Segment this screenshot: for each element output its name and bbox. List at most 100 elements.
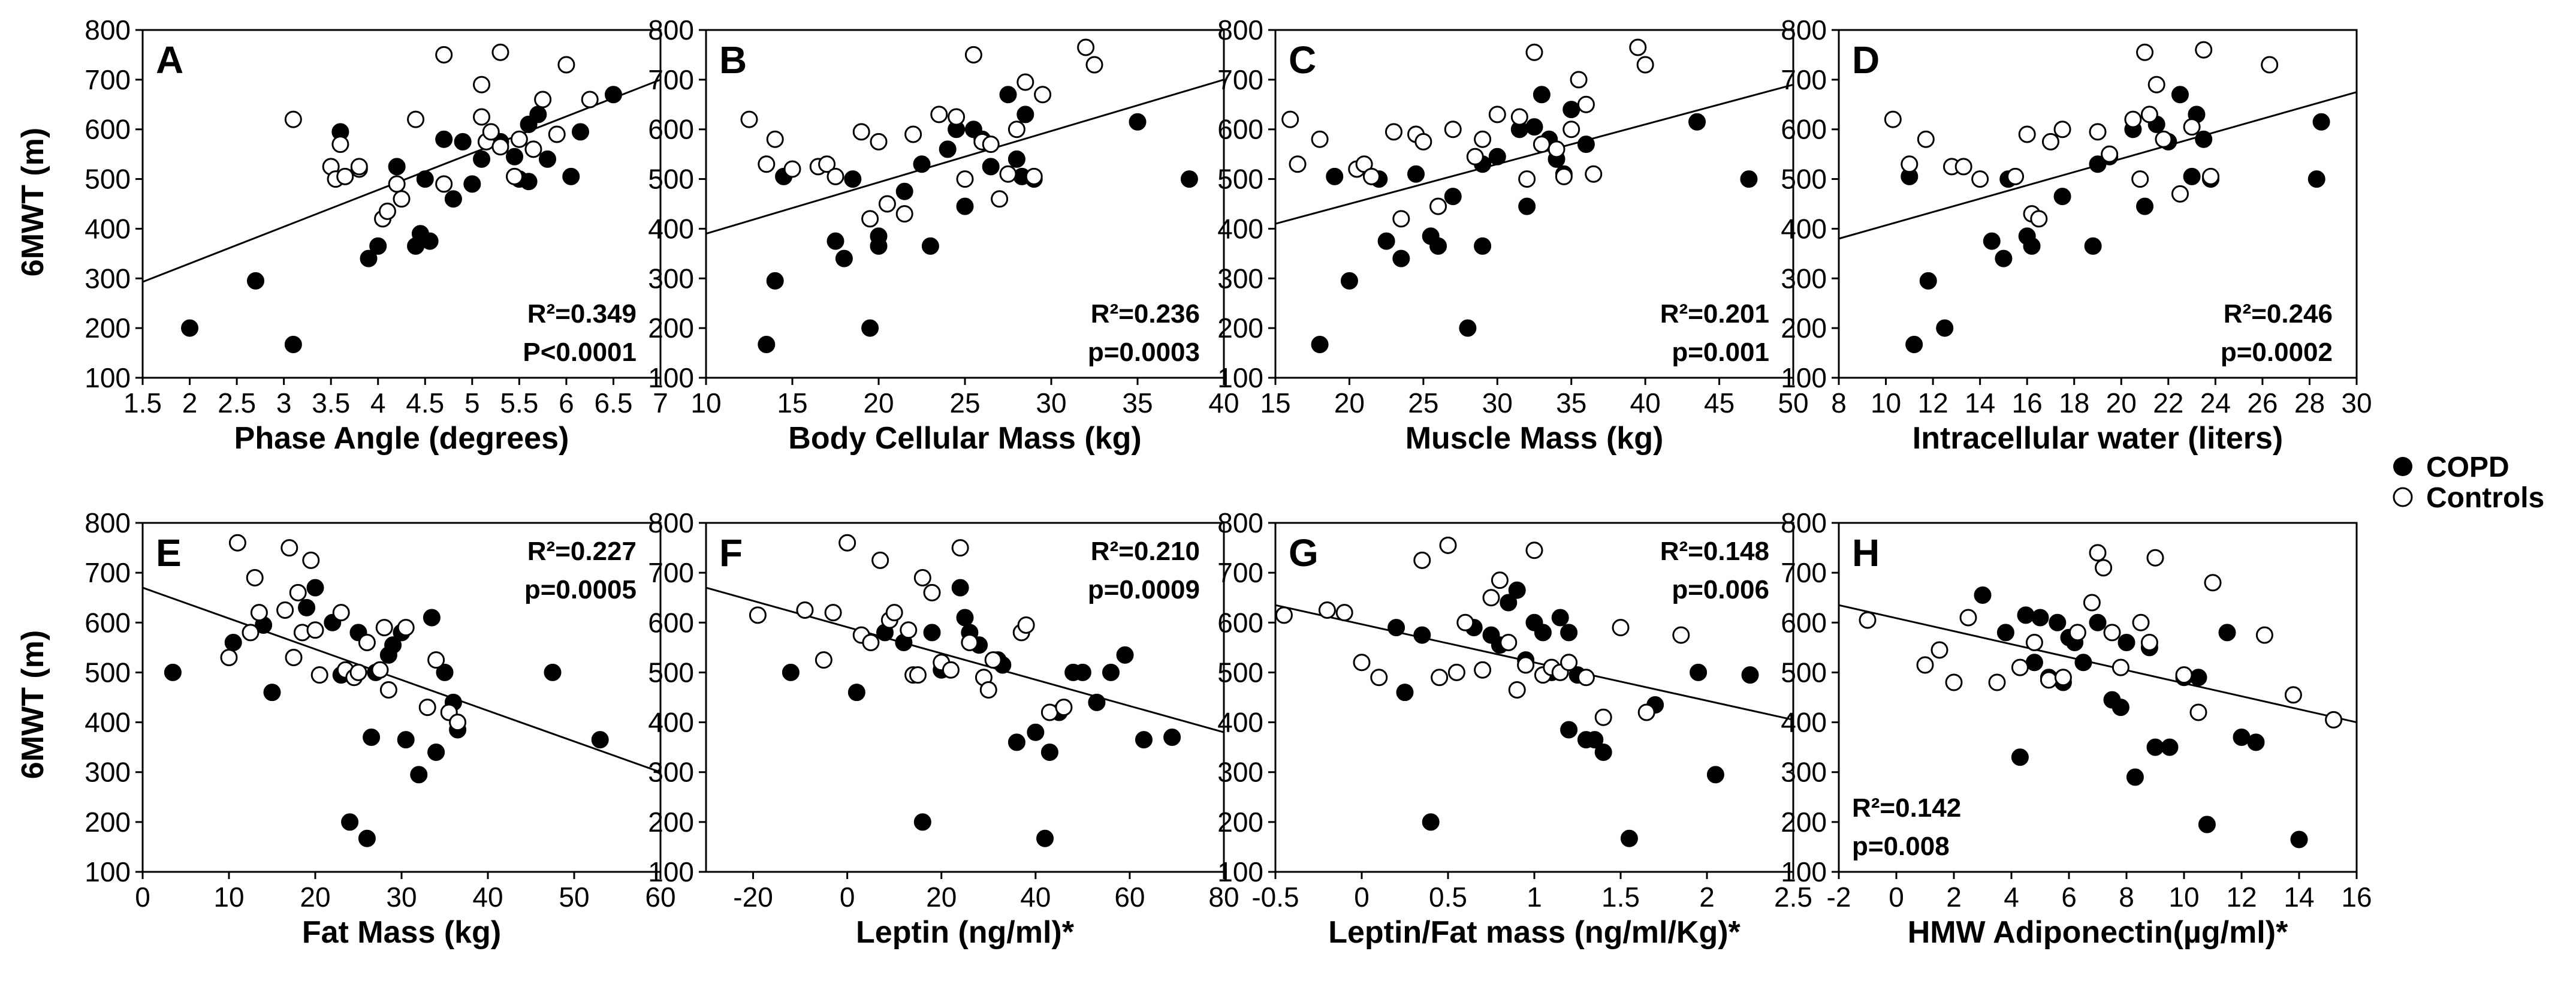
- x-tick-label: 2: [1946, 881, 1962, 913]
- control-point: [1548, 140, 1565, 158]
- control-point: [548, 125, 566, 143]
- x-axis-label-g: Leptin/Fat mass (ng/ml/Kg)*: [1328, 915, 1741, 950]
- y-tick-label: 300: [648, 263, 694, 294]
- control-point: [2011, 658, 2029, 676]
- copd-point: [951, 579, 969, 597]
- x-axis-label-a: Phase Angle (degrees): [234, 421, 569, 456]
- x-axis-label-b: Body Cellular Mass (kg): [788, 421, 1141, 456]
- copd-point: [435, 130, 453, 148]
- copd-point: [913, 813, 931, 831]
- copd-point: [1377, 232, 1395, 250]
- y-tick-label: 700: [85, 557, 131, 588]
- copd-point: [1422, 813, 1440, 831]
- legend-marker-copd: [2393, 457, 2412, 476]
- x-tick-label: 45: [1704, 387, 1735, 419]
- copd-point: [427, 743, 445, 761]
- copd-point: [2218, 624, 2236, 642]
- y-tick-label: 700: [648, 557, 694, 588]
- x-tick-label: 20: [2106, 387, 2137, 419]
- regression-line-h: [1838, 604, 2357, 724]
- control-point: [1474, 661, 1492, 679]
- y-tick-label: 600: [1217, 114, 1263, 145]
- copd-point: [1116, 646, 1134, 664]
- x-tick-label: 4: [2004, 881, 2019, 913]
- control-point: [393, 190, 411, 208]
- x-tick-label: 15: [1260, 387, 1290, 419]
- copd-point: [1135, 731, 1153, 749]
- x-axis-label-e: Fat Mass (kg): [302, 915, 501, 950]
- control-point: [1954, 158, 1972, 176]
- control-point: [2041, 133, 2059, 151]
- copd-point: [298, 598, 316, 616]
- x-tick-label: 8: [2119, 881, 2134, 913]
- control-point: [2136, 43, 2154, 61]
- copd-point: [1594, 743, 1612, 761]
- copd-point: [423, 609, 441, 627]
- y-tick-label: 800: [1781, 507, 1827, 538]
- copd-point: [2031, 609, 2049, 627]
- control-point: [557, 56, 575, 74]
- stat-label-g: p=0.006: [1672, 575, 1769, 604]
- control-point: [1988, 673, 2006, 691]
- control-point: [1447, 663, 1465, 681]
- control-point: [2140, 106, 2158, 124]
- copd-point: [758, 335, 776, 353]
- control-point: [1362, 167, 1380, 185]
- control-point: [2147, 76, 2165, 94]
- y-tick-label: 500: [648, 657, 694, 688]
- y-tick-label: 100: [648, 856, 694, 887]
- x-tick-label: 10: [213, 881, 244, 913]
- copd-point: [341, 813, 359, 831]
- copd-point: [1036, 829, 1054, 847]
- copd-point: [2195, 130, 2213, 148]
- copd-point: [2247, 733, 2265, 751]
- copd-point: [358, 829, 376, 847]
- y-tick-label: 100: [1781, 362, 1827, 393]
- copd-point: [181, 319, 199, 337]
- copd-point: [416, 170, 434, 188]
- control-point: [1275, 606, 1293, 624]
- copd-point: [870, 227, 888, 245]
- x-tick-label: 80: [1208, 881, 1239, 913]
- x-tick-label: 30: [1482, 387, 1513, 419]
- y-tick-label: 700: [85, 64, 131, 95]
- copd-point: [397, 731, 415, 749]
- control-point: [2202, 167, 2220, 185]
- x-tick-label: 6: [559, 387, 574, 419]
- control-point: [280, 539, 298, 557]
- control-point: [1456, 613, 1474, 631]
- control-point: [1414, 133, 1432, 151]
- y-tick-label: 400: [1781, 707, 1827, 738]
- control-point: [1510, 108, 1528, 126]
- control-point: [951, 539, 969, 557]
- x-axis-label-h: HMW Adiponectin(µg/ml)*: [1908, 915, 2288, 950]
- control-point: [388, 175, 406, 193]
- control-point: [1672, 626, 1690, 644]
- control-point: [758, 155, 776, 173]
- control-point: [1637, 703, 1655, 721]
- copd-point: [939, 140, 957, 158]
- copd-point: [224, 634, 242, 652]
- panel-f-frame: [705, 522, 1225, 873]
- control-point: [1560, 654, 1578, 672]
- y-tick-label: 600: [1781, 607, 1827, 638]
- legend-marker-controls: [2393, 487, 2413, 507]
- control-point: [1570, 71, 1588, 89]
- control-point: [2018, 125, 2036, 143]
- control-point: [2255, 626, 2273, 644]
- copd-point: [895, 182, 913, 200]
- control-point: [1491, 571, 1509, 589]
- copd-point: [2089, 613, 2107, 631]
- control-point: [964, 46, 982, 64]
- control-point: [1482, 589, 1500, 607]
- x-tick-label: -2: [1827, 881, 1851, 913]
- control-point: [2132, 613, 2150, 631]
- control-point: [923, 583, 941, 601]
- copd-point: [1534, 624, 1552, 642]
- copd-point: [410, 766, 428, 784]
- y-tick-label: 200: [648, 312, 694, 344]
- x-tick-label: 12: [1918, 387, 1948, 419]
- copd-point: [1102, 663, 1120, 681]
- control-point: [306, 621, 324, 639]
- x-tick-label: 20: [1334, 387, 1365, 419]
